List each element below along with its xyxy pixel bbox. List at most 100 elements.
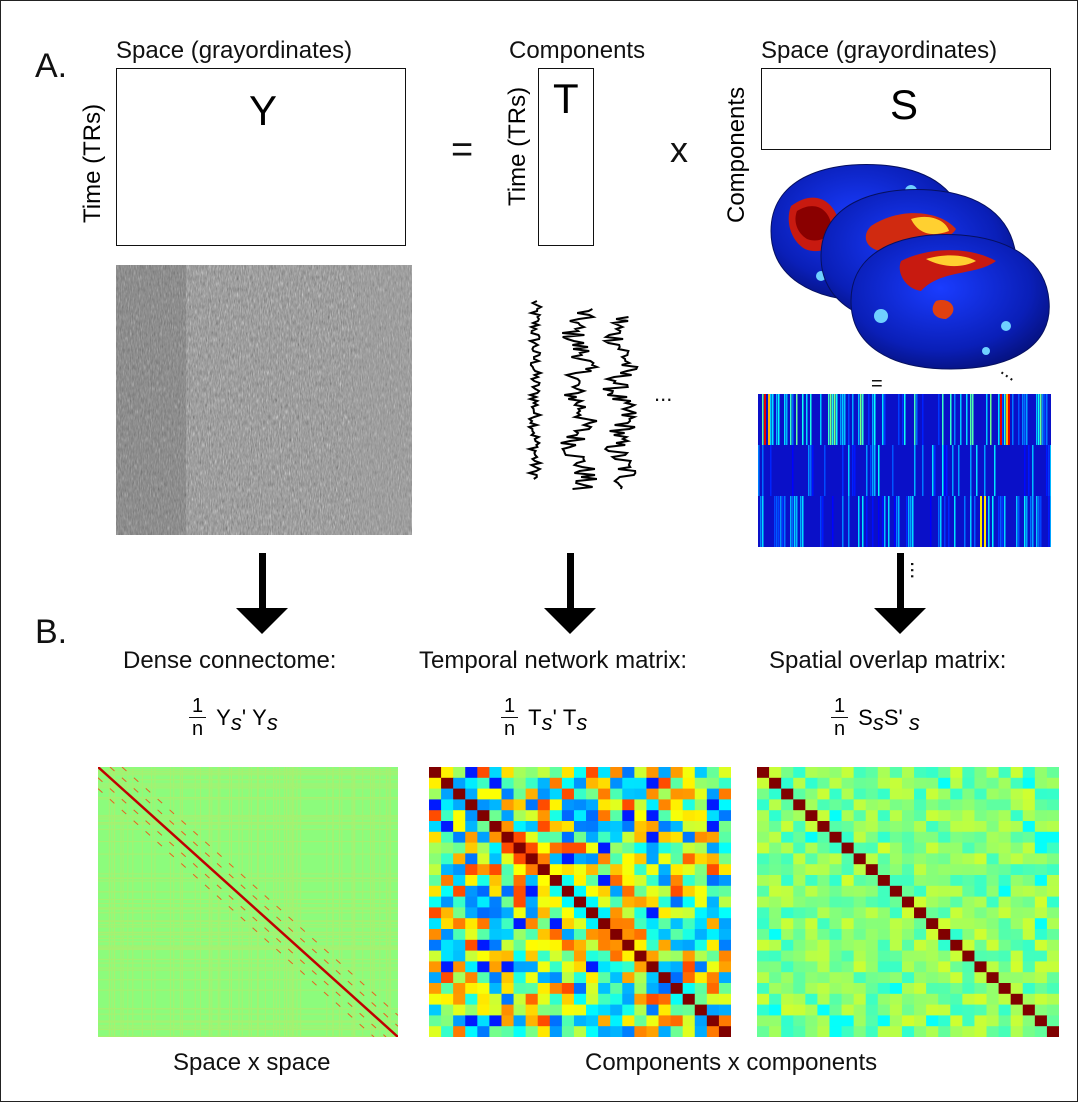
matrix-cell <box>441 875 454 887</box>
matrix-cell <box>670 799 684 811</box>
matrix-cell <box>537 896 551 908</box>
matrix-cell <box>1010 896 1024 908</box>
matrix-cell <box>793 799 806 811</box>
matrix-stripe <box>98 783 398 785</box>
matrix-cell <box>429 810 442 822</box>
matrix-cell <box>537 842 551 854</box>
matrix-cell <box>513 767 527 779</box>
matrix-cell <box>477 918 490 930</box>
stripe-line <box>948 496 950 547</box>
matrix-cell <box>950 939 963 952</box>
matrix-cell <box>998 777 1012 790</box>
matrix-cell <box>757 950 770 962</box>
stripe-line <box>1044 394 1046 445</box>
matrix-cell <box>610 983 623 995</box>
matrix-cell <box>841 907 855 919</box>
matrix-stripe <box>98 989 398 991</box>
stripe-line <box>1024 394 1026 445</box>
matrix-cell <box>465 875 478 887</box>
stripe-line <box>930 496 932 547</box>
matrix-cell <box>537 875 551 887</box>
matrix-cell <box>501 896 515 908</box>
matrix-cell <box>1010 939 1024 952</box>
matrix-cell <box>865 853 879 865</box>
matrix-cell <box>658 939 672 952</box>
stripe-line <box>1024 445 1026 496</box>
matrix-cell <box>914 810 927 822</box>
matrix-cell <box>513 831 527 844</box>
matrix-cell <box>465 810 478 822</box>
stripe-line <box>992 496 994 547</box>
matrix-cell <box>950 788 963 800</box>
matrix-cell <box>694 885 708 898</box>
matrix-cell <box>938 853 951 865</box>
matrix-cell <box>998 842 1012 854</box>
matrix-cell <box>793 885 806 898</box>
matrix-cell <box>513 777 527 790</box>
matrix-cell <box>706 1026 720 1037</box>
matrix-cell <box>938 875 951 887</box>
matrix-cell <box>841 788 855 800</box>
matrix-cell <box>757 929 770 941</box>
stripe-line <box>842 445 844 496</box>
matrix-cell <box>926 842 939 854</box>
matrix-cell <box>757 799 770 811</box>
stripe-line <box>976 445 978 496</box>
matrix-cell <box>561 853 575 865</box>
stripe-line <box>770 394 772 445</box>
matrix-cell <box>805 961 818 973</box>
matrix-cell <box>974 777 988 790</box>
matrix-stripe <box>98 785 398 787</box>
matrix-cell <box>610 907 623 919</box>
matrix-cell <box>682 810 696 822</box>
matrix-cell <box>865 950 879 962</box>
matrix-cell <box>441 950 454 962</box>
matrix-cell <box>1022 799 1036 811</box>
matrix-cell <box>513 788 527 800</box>
matrix-cell <box>805 821 818 833</box>
matrix-cell <box>805 896 818 908</box>
matrix-cell <box>781 939 794 952</box>
matrix-stripe <box>257 767 259 1037</box>
matrix-cell <box>757 788 770 800</box>
matrix-stripe <box>98 946 398 948</box>
matrix-cell <box>781 961 794 973</box>
t-top-label: Components <box>509 37 646 64</box>
matrix-stripe <box>98 1035 398 1037</box>
matrix-cell <box>706 799 720 811</box>
stripe-line <box>908 496 910 547</box>
matrix-cell <box>1010 993 1024 1006</box>
matrix-cell <box>865 961 879 973</box>
matrix-cell <box>513 918 527 930</box>
matrix-stripe <box>373 767 375 1037</box>
matrix-cell <box>598 831 611 844</box>
matrix-stripe <box>362 767 364 1037</box>
matrix-cell <box>841 1004 855 1016</box>
matrix-cell <box>561 972 575 984</box>
matrix-cell <box>646 950 660 962</box>
matrix-cell <box>706 788 720 800</box>
matrix-cell <box>441 961 454 973</box>
matrix-cell <box>598 875 611 887</box>
stripe-line <box>784 394 786 445</box>
matrix-cell <box>781 831 794 844</box>
matrix-cell <box>706 821 720 833</box>
y-side-label: Time (TRs) <box>79 103 106 223</box>
matrix-cell <box>962 907 975 919</box>
matrix-cell <box>998 1026 1012 1037</box>
stripe-line <box>1048 445 1050 496</box>
matrix-cell <box>829 1026 843 1037</box>
matrix-cell <box>853 983 867 995</box>
matrix-stripe <box>98 787 398 789</box>
matrix-cell <box>429 983 442 995</box>
stripe-line <box>882 394 884 445</box>
matrix-cell <box>865 788 879 800</box>
matrix-cell <box>622 799 635 811</box>
matrix-cell <box>549 821 563 833</box>
matrix-stripe <box>211 767 213 1037</box>
matrix-cell <box>513 1026 527 1037</box>
stripe-line <box>858 496 860 547</box>
matrix-cell <box>877 939 891 952</box>
matrix-cell <box>877 767 891 779</box>
matrix-cell <box>901 799 915 811</box>
